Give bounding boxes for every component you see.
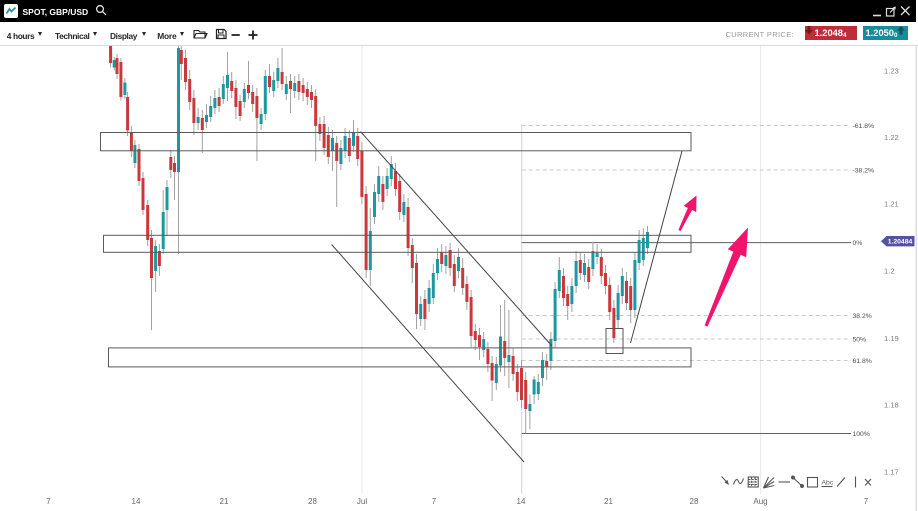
svg-text:0%: 0%	[853, 240, 863, 247]
svg-text:-61.8%: -61.8%	[853, 123, 875, 130]
svg-text:28: 28	[308, 497, 317, 506]
svg-text:1.19: 1.19	[884, 334, 899, 343]
svg-text:21: 21	[604, 497, 613, 506]
svg-text:61.8%: 61.8%	[853, 358, 872, 365]
svg-text:1.2: 1.2	[884, 267, 895, 276]
svg-text:7: 7	[864, 497, 869, 506]
svg-text:7: 7	[46, 497, 51, 506]
svg-text:1.20484: 1.20484	[888, 239, 913, 246]
svg-text:100%: 100%	[853, 431, 870, 438]
svg-text:21: 21	[220, 497, 229, 506]
svg-text:-38.2%: -38.2%	[853, 167, 875, 174]
svg-text:14: 14	[517, 497, 526, 506]
svg-text:28: 28	[690, 497, 699, 506]
svg-text:50%: 50%	[853, 336, 867, 343]
svg-text:1.18: 1.18	[884, 401, 899, 410]
svg-text:1.21: 1.21	[884, 200, 899, 209]
svg-text:1.22: 1.22	[884, 133, 899, 142]
svg-text:14: 14	[132, 497, 141, 506]
svg-text:1.23: 1.23	[884, 67, 899, 76]
svg-text:7: 7	[432, 497, 437, 506]
svg-text:1.17: 1.17	[884, 468, 899, 477]
svg-text:Aug: Aug	[753, 497, 767, 506]
svg-text:Abc: Abc	[822, 480, 834, 487]
svg-text:Jul: Jul	[357, 497, 367, 506]
svg-text:38.2%: 38.2%	[853, 313, 872, 320]
